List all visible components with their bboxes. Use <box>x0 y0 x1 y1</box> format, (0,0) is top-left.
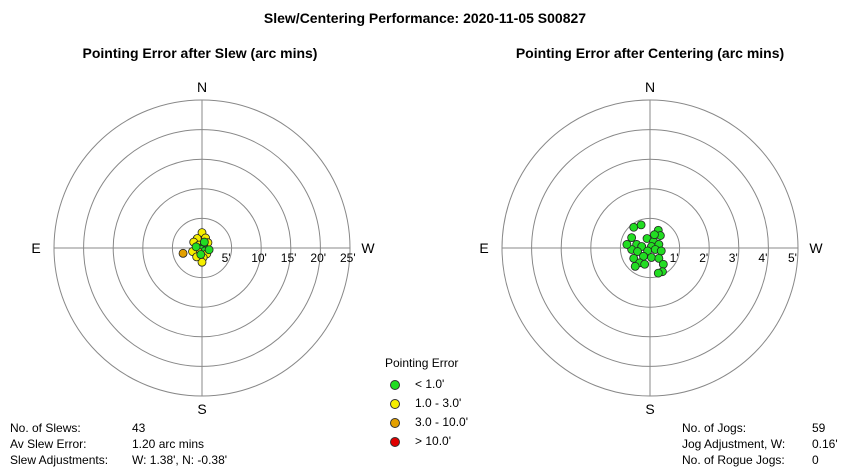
stat-value: 59 <box>812 421 826 435</box>
centering-compass-n: N <box>645 79 655 95</box>
page-title: Slew/Centering Performance: 2020-11-05 S… <box>263 10 587 26</box>
legend-label: < 1.0' <box>415 377 445 391</box>
stat-label: Jog Adjustment, W: <box>682 437 786 451</box>
centering-data-point <box>654 253 664 263</box>
centering-data-point <box>622 240 632 249</box>
stat-label: No. of Rogue Jogs: <box>682 453 785 467</box>
legend-marker <box>390 436 400 447</box>
centering-data-point <box>658 259 668 269</box>
centering-data-point <box>653 268 663 278</box>
stat-value: 1.20 arc mins <box>132 437 205 451</box>
centering-ring-label: 5' <box>788 251 797 265</box>
stat-value: 0 <box>812 453 819 467</box>
stat-label: Av Slew Error: <box>10 437 87 451</box>
centering-compass-s: S <box>645 401 654 417</box>
slew-data-point <box>196 250 206 259</box>
slew-ring-label: 20' <box>310 251 326 265</box>
centering-data-point <box>627 233 637 243</box>
slew-compass-e: E <box>31 240 40 256</box>
slew-ring-label: 10' <box>251 251 267 265</box>
slew-data-point <box>199 237 209 247</box>
legend-label: 3.0 - 10.0' <box>415 415 468 429</box>
stat-value: W: 1.38', N: -0.38' <box>132 453 228 467</box>
slew-compass-n: N <box>197 79 207 95</box>
slew-chart-title: Pointing Error after Slew (arc mins) <box>82 45 318 61</box>
legend-label: > 10.0' <box>415 434 451 448</box>
stat-label: Slew Adjustments: <box>10 453 109 467</box>
centering-data-point <box>656 246 666 256</box>
centering-data-point <box>640 259 650 269</box>
slew-ring-label: 25' <box>340 251 356 265</box>
centering-data-point <box>633 247 642 256</box>
legend-marker <box>390 398 400 409</box>
centering-ring-label: 3' <box>729 251 738 265</box>
legend-marker <box>390 379 400 390</box>
centering-chart-title: Pointing Error after Centering (arc mins… <box>515 45 785 61</box>
legend-marker <box>390 417 400 428</box>
legend-item: > 10.0' <box>390 434 451 448</box>
centering-ring-label: 2' <box>699 251 708 265</box>
centering-data-point <box>650 230 659 240</box>
slew-data-point <box>191 242 201 252</box>
slew-data-point <box>178 248 188 258</box>
stat-label: No. of Slews: <box>10 421 81 435</box>
centering-data-point <box>629 222 639 232</box>
slew-data-point <box>204 245 214 255</box>
centering-ring-label: 1' <box>670 251 679 265</box>
slew-compass-w: W <box>361 240 375 256</box>
stat-value: 43 <box>132 421 146 435</box>
centering-data-point <box>636 220 646 230</box>
centering-data-point <box>647 253 656 262</box>
slew-ring-label: 15' <box>281 251 297 265</box>
legend-title: Pointing Error <box>385 356 459 370</box>
slew-compass-s: S <box>197 401 206 417</box>
centering-data-point <box>630 261 640 271</box>
centering-compass-w: W <box>809 240 823 256</box>
centering-ring-label: 4' <box>758 251 767 265</box>
centering-compass-e: E <box>479 240 488 256</box>
stat-label: No. of Jogs: <box>682 421 747 435</box>
legend-item: 1.0 - 3.0' <box>390 396 461 410</box>
slew-ring-label: 5' <box>222 251 231 265</box>
legend-item: < 1.0' <box>390 377 444 391</box>
legend-label: 1.0 - 3.0' <box>415 396 462 410</box>
legend-item: 3.0 - 10.0' <box>390 415 468 429</box>
stat-value: 0.16' <box>812 437 838 451</box>
